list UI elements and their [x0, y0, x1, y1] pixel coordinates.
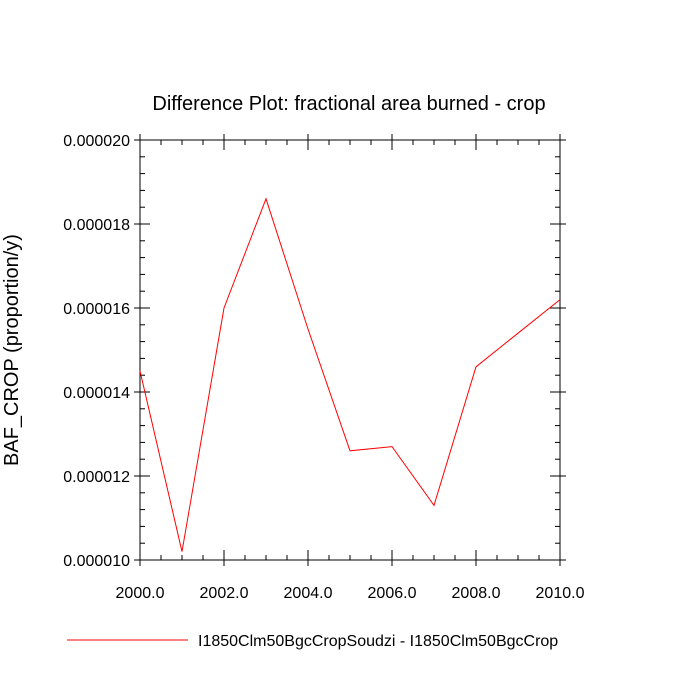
- series-line: [139, 197, 561, 552]
- x-tick-label: 2006.0: [368, 585, 417, 602]
- x-tick-label: 2010.0: [536, 585, 585, 602]
- x-tick-label: 2004.0: [284, 585, 333, 602]
- chart-title: Difference Plot: fractional area burned …: [152, 93, 545, 115]
- x-tick-label: 2008.0: [452, 585, 501, 602]
- y-tick-label: 0.000014: [63, 385, 130, 402]
- y-axis: 0.000010 0.000012 0.000014 0.000016 0.000018…: [63, 133, 566, 570]
- y-tick-label: 0.000018: [63, 217, 130, 234]
- x-axis: 2000.0 2002.0 2004.0 2006.0 2008.0 2010.0: [116, 134, 585, 602]
- legend: I1850Clm50BgcCropSoudzi - I1850Clm50BgcC…: [67, 633, 558, 650]
- x-tick-label: 2000.0: [116, 585, 165, 602]
- y-tick-label: 0.000016: [63, 301, 130, 318]
- legend-label: I1850Clm50BgcCropSoudzi - I1850Clm50BgcC…: [198, 633, 558, 650]
- y-tick-label: 0.000012: [63, 469, 130, 486]
- y-tick-label: 0.000020: [63, 133, 130, 150]
- y-axis-label: BAF_CROP (proportion/y): [1, 234, 23, 466]
- y-tick-label: 0.000010: [63, 553, 130, 570]
- series-layer: [139, 197, 561, 552]
- x-tick-label: 2002.0: [200, 585, 249, 602]
